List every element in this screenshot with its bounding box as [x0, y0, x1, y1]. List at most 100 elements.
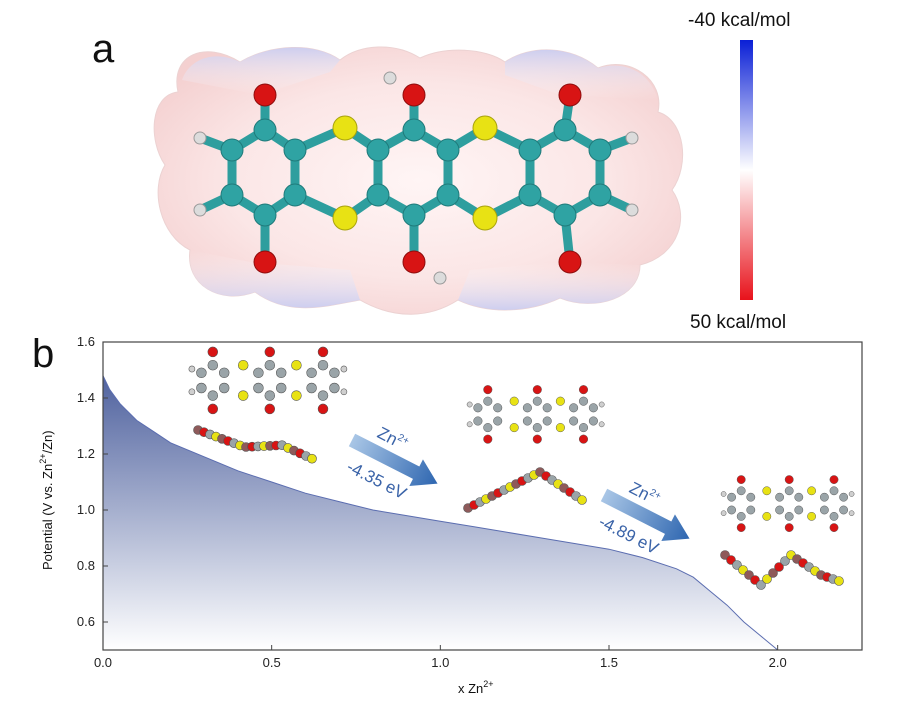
potential-chart: 0.0 0.5 1.0 1.5 2.0 0.60.81.01.21.41.6 x Zn2…	[38, 334, 863, 696]
inset-atom	[264, 346, 276, 358]
inset-atom	[237, 359, 249, 371]
inset-atom	[275, 382, 287, 394]
reaction-2-ion-symbol: Zn	[626, 478, 652, 504]
inset-atom	[218, 367, 230, 379]
inset-atom	[509, 423, 519, 433]
inset-atom	[839, 505, 849, 515]
area-layer	[103, 342, 779, 650]
inset-atom	[578, 396, 589, 406]
inset-atom	[317, 403, 329, 415]
inset-atom	[598, 421, 605, 428]
inset-atom	[588, 403, 598, 413]
x-tick-label: 1.0	[431, 655, 449, 670]
reaction-1-ion-symbol: Zn	[374, 423, 400, 449]
oxygen-atoms	[253, 83, 582, 274]
inset-atom	[829, 475, 839, 485]
inset-atom	[532, 434, 542, 444]
y-axis-title-end: /Zn)	[40, 430, 55, 453]
inset-atom	[569, 403, 579, 413]
inset-atom	[291, 390, 302, 401]
inset-atom	[542, 403, 552, 413]
inset-atom	[784, 523, 794, 533]
inset-atom	[598, 401, 605, 408]
inset-atom	[207, 346, 219, 358]
y-axis-title-sup: 2+	[38, 454, 48, 464]
inset-atom	[727, 505, 737, 515]
inset-atom	[329, 382, 340, 394]
reaction-1-ion-charge: 2+	[396, 432, 411, 447]
inset-atom	[188, 388, 196, 396]
y-tick-label: 1.4	[77, 390, 95, 405]
inset-atom	[237, 390, 249, 401]
y-axis: 0.6 0.8 1.0 1.2 1.4 1.6	[77, 334, 108, 629]
inset-atom	[532, 396, 542, 406]
inset-atom	[555, 396, 565, 406]
inset-atom	[253, 382, 264, 394]
inset-chain-1	[193, 425, 317, 464]
inset-atom	[736, 523, 746, 533]
esp-surface	[153, 46, 684, 315]
inset-atom	[720, 491, 727, 497]
y-axis-title-main: Potential (V vs. Zn	[40, 464, 55, 570]
inset-atom	[839, 492, 849, 502]
inset-atom	[306, 367, 317, 379]
inset-atom	[275, 367, 287, 379]
inset-atom	[522, 403, 532, 413]
inset-atom	[720, 510, 727, 517]
inset-atom	[848, 510, 855, 517]
x-tick-label: 0.5	[263, 655, 281, 670]
potential-line	[103, 375, 779, 650]
x-tick-label: 2.0	[769, 655, 787, 670]
inset-atom	[466, 401, 473, 408]
inset-atom	[329, 367, 340, 379]
inset-atom	[264, 359, 276, 371]
inset-atom	[820, 492, 829, 502]
inset-molecule-2	[466, 385, 605, 444]
inset-atom	[466, 421, 473, 428]
inset-chain-2	[463, 467, 587, 513]
inset-atom	[473, 403, 483, 413]
inset-atom	[483, 385, 493, 395]
reaction-2-ion-charge: 2+	[648, 487, 663, 502]
x-axis-title-main: x Zn	[458, 681, 483, 696]
potential-area	[103, 342, 778, 650]
esp-colorbar: -40 kcal/mol 50 kcal/mol	[688, 10, 790, 333]
x-tick-label: 0.0	[94, 655, 112, 670]
inset-atom	[736, 486, 746, 496]
x-tick-label: 1.5	[600, 655, 618, 670]
inset-atom	[188, 365, 196, 373]
inset-atom	[483, 423, 493, 433]
inset-atom	[829, 523, 839, 533]
inset-atom	[848, 491, 855, 497]
inset-chain-atom	[756, 580, 766, 590]
inset-atom	[569, 416, 579, 426]
inset-atom	[483, 434, 493, 444]
esp-molecule-panel	[153, 46, 684, 315]
inset-atom	[794, 505, 804, 515]
y-tick-label: 1.6	[77, 334, 95, 349]
inset-atom	[829, 512, 839, 521]
x-axis-title-sup: 2+	[483, 679, 493, 689]
y-tick-label: 0.8	[77, 558, 95, 573]
inset-atom	[340, 388, 348, 396]
inset-atom	[807, 512, 817, 521]
inset-atom	[207, 403, 219, 415]
inset-chain-atom	[780, 556, 790, 566]
inset-atom	[522, 416, 532, 426]
colorbar-bottom-label: 50 kcal/mol	[690, 312, 786, 333]
inset-atom	[493, 416, 503, 426]
inset-atom	[746, 492, 756, 502]
inset-atom	[762, 486, 772, 496]
inset-chain-atom	[768, 568, 778, 578]
inset-atom	[746, 505, 756, 515]
inset-chain-atom	[307, 453, 317, 464]
inset-atom	[207, 359, 219, 371]
inset-atom	[493, 403, 503, 413]
inset-atom	[291, 359, 302, 371]
inset-atom	[483, 396, 493, 406]
inset-atom	[775, 492, 785, 502]
inset-atom	[784, 475, 794, 485]
inset-atom	[736, 475, 746, 485]
inset-atom	[555, 423, 565, 433]
